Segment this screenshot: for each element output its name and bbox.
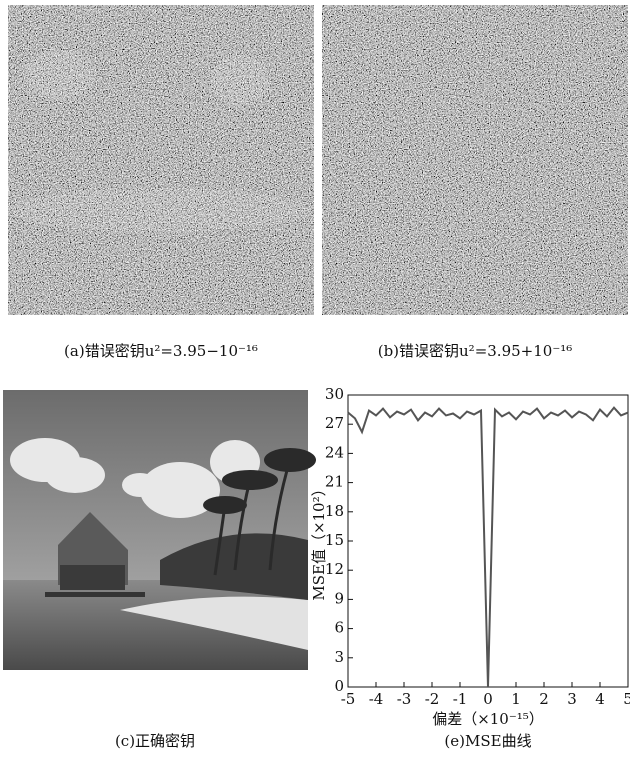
- y-tick-label: 27: [325, 414, 344, 432]
- y-tick-label: 3: [334, 648, 344, 666]
- y-tick-label: 24: [325, 443, 344, 461]
- x-tick-label: 5: [623, 690, 630, 708]
- x-tick-label: 1: [511, 690, 521, 708]
- y-tick-label: 18: [325, 502, 344, 520]
- x-tick-label: -2: [425, 690, 440, 708]
- x-tick-label: -4: [369, 690, 384, 708]
- y-tick-label: 9: [334, 589, 344, 607]
- y-tick-label: 30: [325, 385, 344, 403]
- noise-image-a: [8, 5, 314, 315]
- y-tick-label: 21: [325, 473, 344, 491]
- caption-c: (c)正确密钥: [115, 732, 195, 750]
- x-tick-label: 0: [483, 690, 493, 708]
- x-tick-label: 4: [595, 690, 605, 708]
- y-tick-label: 15: [325, 531, 344, 549]
- x-tick-label: -1: [453, 690, 468, 708]
- y-tick-label: 6: [334, 619, 344, 637]
- caption-b: (b)错误密钥u²=3.95+10⁻¹⁶: [378, 342, 573, 360]
- x-tick-label: 3: [567, 690, 577, 708]
- x-tick-label: -5: [341, 690, 356, 708]
- mse-line: [348, 408, 628, 687]
- beach-image: [3, 390, 316, 670]
- plot-frame: [348, 395, 628, 687]
- x-axis-label: 偏差（×10⁻¹⁵）: [432, 710, 544, 728]
- caption-a: (a)错误密钥u²=3.95−10⁻¹⁶: [64, 342, 258, 360]
- mse-chart: MSE值（×10²） 偏差（×10⁻¹⁵） (e)MSE曲线 036912151…: [310, 385, 630, 750]
- x-tick-label: -3: [397, 690, 412, 708]
- figure: (a)错误密钥u²=3.95−10⁻¹⁶ (b)错误密钥u²=3.95+10⁻¹…: [0, 0, 630, 757]
- caption-e: (e)MSE曲线: [444, 732, 531, 750]
- x-tick-label: 2: [539, 690, 549, 708]
- y-tick-label: 12: [325, 560, 344, 578]
- noise-image-b: [322, 5, 628, 315]
